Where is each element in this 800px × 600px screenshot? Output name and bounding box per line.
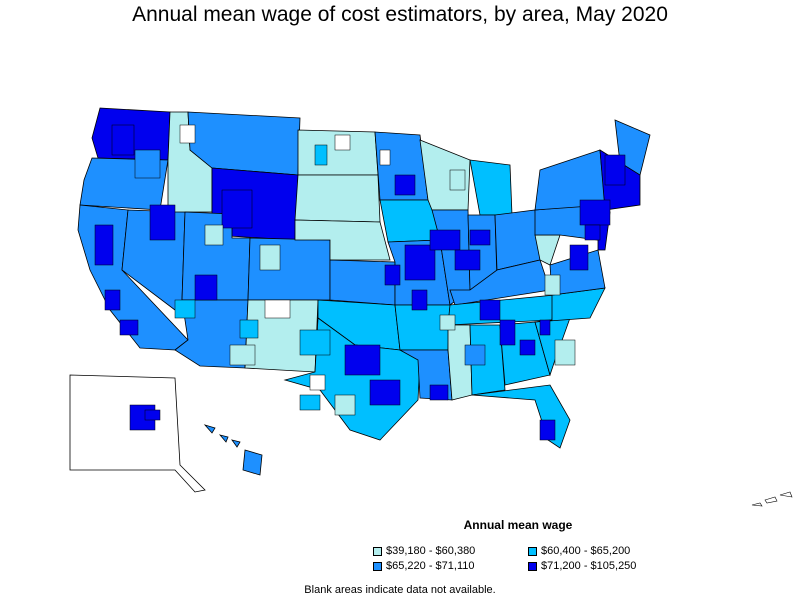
map-subarea — [259, 244, 281, 271]
map-area-south-dakota — [294, 174, 381, 223]
map-subarea — [314, 144, 328, 166]
map-subarea — [479, 299, 501, 321]
map-subarea — [429, 384, 449, 401]
map-area-ohio — [494, 209, 541, 271]
map-area-mississippi — [447, 324, 473, 401]
map-subarea — [539, 419, 556, 441]
legend-title: Annual mean wage — [463, 518, 573, 532]
map-subarea — [204, 224, 224, 246]
map-subarea — [384, 264, 401, 286]
legend-label: $39,180 - $60,380 — [386, 545, 476, 557]
map-subarea — [239, 319, 259, 339]
map-subarea — [469, 229, 491, 246]
legend-label: $60,400 - $65,200 — [541, 545, 631, 557]
map-subarea — [499, 319, 516, 346]
map-area-michigan — [469, 159, 513, 216]
map-subarea — [449, 169, 466, 191]
map-subarea — [221, 189, 253, 229]
map-area-hawaii — [203, 424, 263, 476]
map-subarea — [584, 224, 601, 241]
map-subarea — [369, 379, 401, 406]
legend-swatch — [373, 547, 382, 556]
map-subarea — [554, 339, 576, 366]
map-subarea — [429, 229, 461, 251]
legend-label: $71,200 - $105,250 — [541, 560, 637, 572]
map-subarea — [94, 224, 114, 266]
map-subarea — [264, 299, 291, 319]
map-subarea — [194, 274, 218, 301]
legend-item: $71,200 - $105,250 — [528, 560, 636, 573]
map-subarea — [544, 274, 561, 296]
map-subarea — [344, 344, 381, 376]
map-subarea — [299, 394, 321, 411]
map-subarea — [174, 299, 196, 319]
map-subarea — [334, 394, 356, 416]
map-subarea — [519, 339, 536, 356]
map-subarea — [569, 244, 589, 271]
map-subarea — [394, 174, 416, 196]
legend-swatch — [528, 562, 537, 571]
map-subarea — [539, 319, 551, 336]
map-subarea — [134, 149, 161, 179]
map-details — [94, 124, 793, 507]
map-subarea — [104, 289, 121, 311]
map-subarea — [149, 204, 176, 241]
legend-label: $65,220 - $71,110 — [386, 560, 475, 572]
map-subarea — [464, 344, 486, 366]
footnote: Blank areas indicate data not available. — [304, 584, 496, 596]
map-area-alaska — [69, 374, 206, 493]
map-subarea — [604, 154, 626, 186]
legend-item: $60,400 - $65,200 — [528, 545, 630, 558]
map-area-alabama — [469, 324, 506, 396]
legend-item: $65,220 - $71,110 — [373, 560, 474, 573]
map-subarea — [404, 244, 436, 281]
map-subarea — [439, 314, 456, 331]
map-subarea — [334, 134, 351, 151]
map-subarea — [119, 319, 139, 336]
map-subarea — [579, 199, 611, 226]
legend-swatch — [528, 547, 537, 556]
map-subarea — [299, 329, 331, 356]
map-subarea — [229, 344, 256, 366]
map-area-florida — [471, 384, 571, 449]
map-subarea — [179, 124, 196, 144]
map-subarea — [144, 409, 161, 421]
map-title: Annual mean wage of cost estimators, by … — [132, 3, 668, 26]
map-subarea — [411, 289, 428, 311]
map-subarea — [379, 149, 391, 166]
legend-item: $39,180 - $60,380 — [373, 545, 475, 558]
map-area-islands — [751, 491, 793, 507]
map-subarea — [454, 249, 481, 271]
map-subarea — [309, 374, 326, 391]
map-subarea — [111, 124, 135, 156]
legend-swatch — [373, 562, 382, 571]
